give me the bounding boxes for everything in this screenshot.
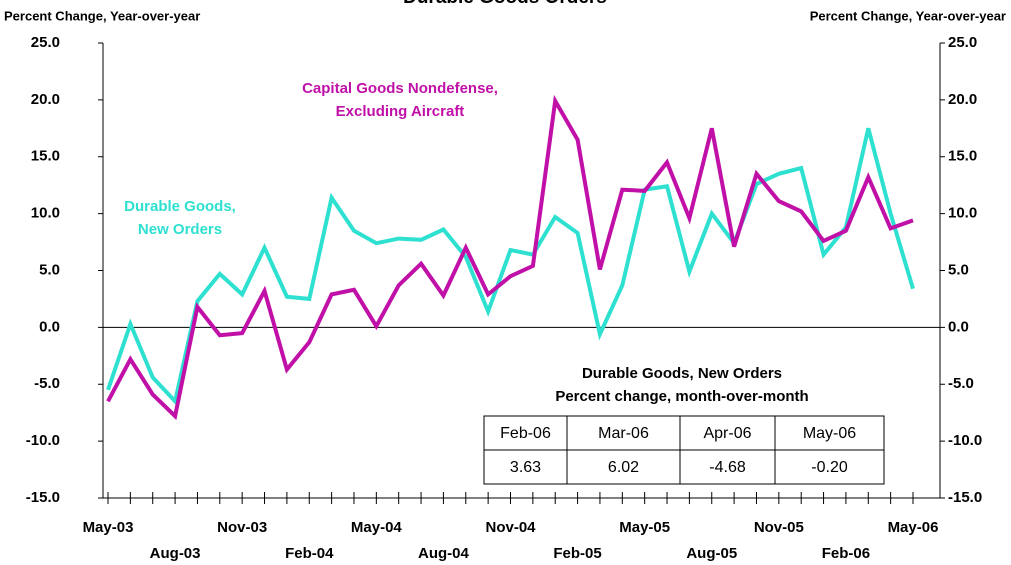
y2-axis-label: Percent Change, Year-over-year bbox=[810, 8, 1006, 23]
x-tick-label: Feb-04 bbox=[285, 545, 334, 562]
y2-tick-label: 15.0 bbox=[948, 148, 977, 165]
table-header: Mar-06 bbox=[598, 425, 649, 442]
table-title: Durable Goods, New Orders bbox=[582, 365, 782, 382]
y-tick-label: 20.0 bbox=[31, 91, 60, 108]
x-tick-label: Feb-05 bbox=[553, 545, 601, 562]
y-axis-label: Percent Change, Year-over-year bbox=[4, 8, 200, 23]
y-tick-label: 5.0 bbox=[39, 261, 60, 278]
y-tick-label: 15.0 bbox=[31, 148, 60, 165]
chart-title: Durable Goods Orders bbox=[403, 0, 607, 8]
y2-tick-label: 20.0 bbox=[948, 91, 977, 108]
x-tick-label: Aug-05 bbox=[686, 545, 737, 562]
y-tick-label: -15.0 bbox=[26, 489, 60, 506]
x-tick-label: Nov-05 bbox=[754, 519, 804, 536]
x-tick-label: May-04 bbox=[351, 519, 403, 536]
y-tick-label: -10.0 bbox=[26, 432, 60, 449]
y2-tick-label: -15.0 bbox=[948, 489, 982, 506]
y-tick-label: 10.0 bbox=[31, 205, 60, 222]
table-header: Apr-06 bbox=[703, 425, 751, 442]
x-tick-label: Aug-04 bbox=[418, 545, 469, 562]
y-tick-label: -5.0 bbox=[34, 375, 60, 392]
y2-tick-label: -10.0 bbox=[948, 432, 982, 449]
table-cell: -4.68 bbox=[709, 459, 746, 476]
annotation: Excluding Aircraft bbox=[336, 103, 465, 120]
annotation: Durable Goods, bbox=[124, 198, 236, 215]
table-cell: 3.63 bbox=[510, 459, 541, 476]
table-cell: -0.20 bbox=[811, 459, 848, 476]
y-tick-label: 25.0 bbox=[31, 34, 60, 51]
table-header: May-06 bbox=[803, 425, 856, 442]
x-tick-label: May-03 bbox=[83, 519, 134, 536]
series-line bbox=[106, 127, 915, 406]
x-tick-label: May-06 bbox=[888, 519, 939, 536]
x-tick-label: Nov-03 bbox=[217, 519, 267, 536]
y2-tick-label: 10.0 bbox=[948, 205, 977, 222]
table-header: Feb-06 bbox=[500, 425, 551, 442]
annotation: Capital Goods Nondefense, bbox=[302, 80, 498, 97]
table-title: Percent change, month-over-month bbox=[555, 388, 808, 405]
x-tick-label: Nov-04 bbox=[485, 519, 536, 536]
y2-tick-label: -5.0 bbox=[948, 375, 974, 392]
x-tick-label: Aug-03 bbox=[150, 545, 201, 562]
x-tick-label: Feb-06 bbox=[822, 545, 870, 562]
series-line bbox=[106, 94, 914, 421]
y-tick-label: 0.0 bbox=[39, 318, 60, 335]
table-cell: 6.02 bbox=[608, 459, 639, 476]
x-tick-label: May-05 bbox=[619, 519, 670, 536]
y2-tick-label: 5.0 bbox=[948, 261, 969, 278]
annotation: New Orders bbox=[138, 221, 222, 238]
y2-tick-label: 0.0 bbox=[948, 318, 969, 335]
y2-tick-label: 25.0 bbox=[948, 34, 977, 51]
